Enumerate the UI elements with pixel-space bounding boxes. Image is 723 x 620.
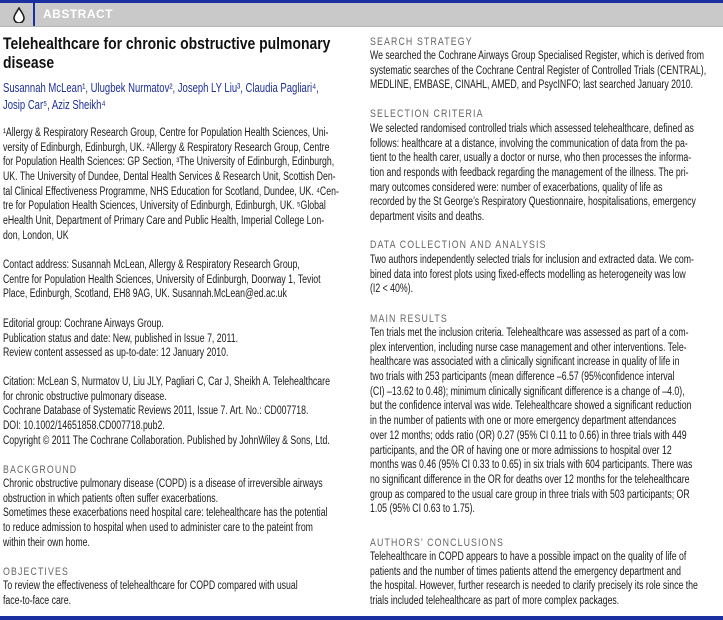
abstract-label: ABSTRACT	[43, 7, 113, 21]
selection-criteria-text-line: recorded by the St George’s Respiratory …	[370, 196, 696, 209]
background-text-line: Chronic obstructive pulmonary disease (C…	[3, 478, 323, 490]
main-results-text-line: 1.05 (95% CI 0.63 to 1.75).	[370, 503, 475, 516]
main-results-text-line: over 12 months; odds ratio (OR) 0.27 (95…	[370, 429, 687, 442]
affiliations-line: tal Clinical Effectiveness Programme, NH…	[3, 185, 339, 198]
main-results-text-line: but the confidence interval was wide. Te…	[370, 400, 692, 413]
background-text-line: obstruction in which patients often suff…	[3, 492, 219, 505]
search-strategy-text-line: We searched the Cochrane Airways Group S…	[370, 50, 705, 62]
main-results-heading: MAIN RESULTS	[370, 312, 467, 327]
selection-criteria-text-line: We selected randomised controlled trials…	[370, 123, 694, 135]
main-results-text: Ten trials met the inclusion criteria. T…	[370, 326, 723, 517]
affiliations-line: versity of Edinburgh, Edinburgh, UK. ²Al…	[3, 141, 330, 154]
author-list: Susannah McLean¹, Ulugbek Nurmatov², Jos…	[3, 80, 419, 114]
authors-conclusions-text: Telehealthcare in COPD appears to have a…	[370, 550, 723, 609]
editorial-info-line: Review content assessed as up-to-date: 1…	[3, 347, 229, 360]
affiliations-line: UK. The University of Dundee, Dental Hea…	[3, 171, 336, 184]
article-title-line: disease	[3, 53, 55, 72]
objectives-heading: OBJECTIVES	[3, 565, 85, 580]
authors-conclusions-text-line: the hospital. However, further research …	[370, 580, 698, 593]
background-text: Chronic obstructive pulmonary disease (C…	[3, 477, 430, 550]
main-results-text-line: plex intervention, including nurse case …	[370, 341, 687, 354]
search-strategy-heading: SEARCH STRATEGY	[370, 35, 498, 50]
background-text-line: to reduce admission to hospital when use…	[3, 522, 313, 535]
header-divider	[33, 3, 35, 26]
objectives-text-line: To review the effectiveness of telehealt…	[3, 580, 298, 592]
affiliations-line: tre for Population Health Sciences, Univ…	[3, 200, 326, 213]
data-collection-heading-line: DATA COLLECTION AND ANALYSIS	[370, 239, 547, 251]
main-results-text-line: Ten trials met the inclusion criteria. T…	[370, 327, 689, 339]
citation: Citation: McLean S, Nurmatov U, Liu JLY,…	[3, 375, 433, 448]
affiliations-line: don, London, UK	[3, 229, 69, 242]
authors-conclusions-text-line: trials included telehealthcare as part o…	[370, 595, 620, 608]
selection-criteria-text-line: mary outcomes considered were: number of…	[370, 181, 663, 194]
selection-criteria-heading: SELECTION CRITERIA	[370, 107, 512, 122]
main-results-text-line: months was 0.46 (95% CI 0.33 to 0.65) in…	[370, 459, 693, 472]
authors-conclusions-text-line: Telehealthcare in COPD appears to have a…	[370, 551, 687, 563]
objectives-text: To review the effectiveness of telehealt…	[3, 579, 391, 608]
selection-criteria-heading-line: SELECTION CRITERIA	[370, 108, 484, 120]
data-collection-text: Two authors independently selected trial…	[370, 253, 723, 297]
search-strategy-text: We searched the Cochrane Airways Group S…	[370, 49, 723, 93]
authors-conclusions-heading-line: AUTHORS’ CONCLUSIONS	[370, 537, 505, 549]
author-list-line: Susannah McLean¹, Ulugbek Nurmatov², Jos…	[3, 81, 319, 95]
selection-criteria-text-line: follows: healthcare at a distance, invol…	[370, 137, 688, 150]
authors-conclusions-heading: AUTHORS’ CONCLUSIONS	[370, 536, 538, 551]
abstract-header-bar: ABSTRACT	[0, 3, 723, 27]
citation-line: for chronic obstructive pulmonary diseas…	[3, 390, 167, 403]
main-results-text-line: two trials with 253 participants (mean d…	[370, 371, 675, 384]
background-heading: BACKGROUND	[3, 463, 96, 478]
selection-criteria-text-line: department visits and deaths.	[370, 211, 485, 224]
bottom-rule	[0, 616, 723, 620]
article-title-line: Telehealthcare for chronic obstructive p…	[3, 34, 331, 53]
search-strategy-text-line: systematic searches of the Cochrane Cent…	[370, 64, 707, 77]
affiliations-line: for Population Health Sciences: GP Secti…	[3, 156, 335, 169]
editorial-info: Editorial group: Cochrane Airways Group.…	[3, 317, 312, 361]
affiliations-line: eHealth Unit, Department of Primary Care…	[3, 215, 325, 228]
author-list-line: Josip Car⁵, Aziz Sheikh⁴	[3, 98, 106, 112]
main-results-text-line: healthcare was associated with a clinica…	[370, 356, 680, 369]
affiliations: ¹Allergy & Respiratory Research Group, C…	[3, 126, 445, 244]
data-collection-text-line: Two authors independently selected trial…	[370, 254, 694, 266]
objectives-heading-line: OBJECTIVES	[3, 566, 69, 578]
selection-criteria-text: We selected randomised controlled trials…	[370, 122, 723, 225]
cochrane-drop-icon	[13, 7, 25, 23]
data-collection-text-line: bined data into forest plots using fixed…	[370, 268, 686, 281]
main-results-text-line: no significant difference in the OR for …	[370, 473, 690, 486]
search-strategy-text-line: MEDLINE, EMBASE, CINAHL, AMED, and PsycI…	[370, 79, 694, 92]
contact-address-line: Contact address: Susannah McLean, Allerg…	[3, 259, 300, 271]
citation-line: DOI: 10.1002/14651858.CD007718.pub2.	[3, 420, 165, 433]
contact-address: Contact address: Susannah McLean, Allerg…	[3, 258, 421, 302]
objectives-text-line: face-to-face care.	[3, 594, 72, 607]
editorial-info-line: Publication status and date: New, publis…	[3, 332, 239, 345]
main-results-text-line: (CI) –13.62 to 0.48); minimum clinically…	[370, 385, 685, 398]
search-strategy-heading-line: SEARCH STRATEGY	[370, 36, 473, 48]
main-results-heading-line: MAIN RESULTS	[370, 313, 448, 325]
background-text-line: Sometimes these exacerbations need hospi…	[3, 507, 328, 520]
editorial-info-line: Editorial group: Cochrane Airways Group.	[3, 318, 164, 330]
main-results-text-line: in the number of patients with one or mo…	[370, 415, 677, 428]
contact-address-line: Place, Edinburgh, Scotland, EH8 9AG, UK.…	[3, 288, 287, 301]
citation-line: Cochrane Database of Systematic Reviews …	[3, 405, 309, 418]
authors-conclusions-text-line: patients and the number of times patient…	[370, 565, 681, 578]
background-text-line: within their own home.	[3, 536, 90, 549]
top-rule	[0, 0, 723, 3]
main-results-text-line: group as compared to the usual care grou…	[370, 488, 690, 501]
affiliations-line: ¹Allergy & Respiratory Research Group, C…	[3, 127, 329, 139]
citation-line: Copyright © 2011 The Cochrane Collaborat…	[3, 434, 330, 447]
data-collection-text-line: (I2 < 40%).	[370, 283, 413, 296]
citation-line: Citation: McLean S, Nurmatov U, Liu JLY,…	[3, 376, 330, 388]
background-heading-line: BACKGROUND	[3, 464, 78, 476]
main-results-text-line: participants, and the OR of having one o…	[370, 444, 672, 457]
article-title: Telehealthcare for chronic obstructive p…	[3, 34, 402, 72]
data-collection-heading: DATA COLLECTION AND ANALYSIS	[370, 238, 591, 253]
selection-criteria-text-line: tion and responds with feedback regardin…	[370, 167, 689, 180]
selection-criteria-text-line: tient to the health carer, usually a doc…	[370, 152, 692, 165]
contact-address-line: Centre for Population Health Sciences, U…	[3, 273, 321, 286]
